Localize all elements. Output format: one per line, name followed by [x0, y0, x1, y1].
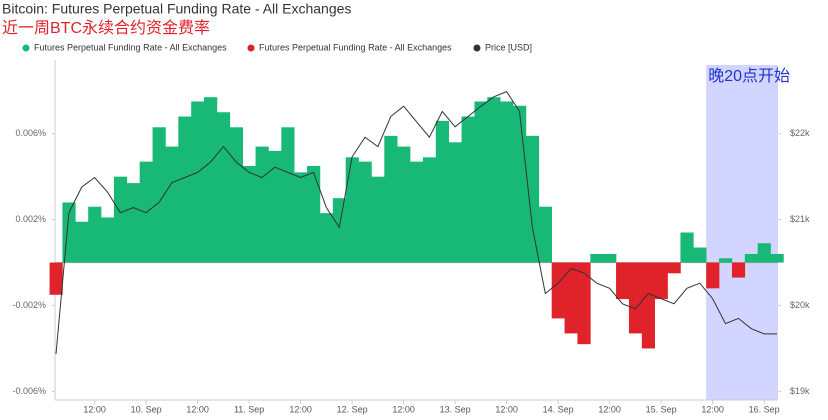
bar	[564, 262, 578, 334]
legend-marker	[247, 44, 255, 52]
annotation: 晚20点开始	[708, 67, 790, 85]
bar	[422, 157, 437, 263]
chart-subtitle: 近一周BTC永续合约资金费率	[2, 19, 210, 37]
legend-marker	[473, 44, 481, 52]
bar	[744, 253, 758, 263]
y-tick-label: 0.006%	[15, 128, 46, 138]
bar	[680, 232, 694, 263]
bar	[706, 262, 720, 289]
bar	[113, 176, 128, 263]
x-tick-label: 15. Sep	[646, 404, 677, 414]
bar	[152, 127, 166, 263]
bar	[204, 97, 218, 263]
bar	[191, 101, 205, 263]
bar	[268, 150, 282, 263]
bar	[667, 262, 681, 274]
bar	[294, 172, 308, 263]
legend-label: Futures Perpetual Funding Rate - All Exc…	[34, 42, 227, 52]
bar	[538, 206, 552, 263]
bar	[88, 206, 102, 263]
x-tick-label: 12:00	[289, 404, 312, 414]
y2-tick-label: $22k	[790, 128, 810, 138]
x-tick-label: 12. Sep	[337, 404, 368, 414]
bar	[371, 176, 385, 263]
bar	[513, 105, 527, 263]
x-tick-label: 13. Sep	[440, 404, 471, 414]
legend-label: Price [USD]	[485, 42, 532, 52]
bar	[487, 97, 501, 263]
bar	[757, 243, 771, 263]
bar	[358, 161, 372, 263]
bar	[461, 116, 475, 263]
y2-tick-label: $19k	[790, 386, 810, 396]
bar	[165, 146, 179, 263]
bar	[319, 213, 334, 263]
bar	[435, 120, 449, 263]
bar	[603, 253, 617, 263]
bar	[474, 101, 488, 263]
bar	[49, 262, 63, 295]
bar	[731, 262, 746, 278]
bar	[101, 217, 115, 263]
bar	[307, 165, 321, 263]
bar	[654, 262, 668, 300]
bar	[525, 135, 540, 263]
bar	[500, 101, 514, 263]
price-line	[55, 90, 777, 355]
x-tick-label: 12:00	[83, 404, 106, 414]
bar	[590, 253, 604, 263]
bar	[628, 262, 643, 334]
bar	[255, 146, 269, 263]
x-tick-label: 14. Sep	[543, 404, 574, 414]
bar	[242, 165, 256, 263]
bar	[229, 127, 243, 263]
bar	[332, 198, 346, 263]
bar	[75, 221, 89, 263]
y2-tick-label: $21k	[790, 214, 810, 224]
bar	[770, 253, 784, 263]
x-tick-label: 12:00	[392, 404, 415, 414]
x-tick-label: 12:00	[598, 404, 621, 414]
bar	[577, 262, 591, 345]
bar	[719, 258, 733, 263]
bar	[216, 112, 231, 263]
legend-label: Futures Perpetual Funding Rate - All Exc…	[259, 42, 452, 52]
x-tick-label: 10. Sep	[131, 404, 162, 414]
x-tick-label: 12:00	[701, 404, 724, 414]
bar	[616, 262, 630, 300]
bar	[345, 157, 359, 263]
bar	[281, 127, 295, 263]
x-tick-label: 16. Sep	[749, 404, 780, 414]
bar	[448, 142, 462, 263]
x-tick-label: 11. Sep	[234, 404, 264, 414]
bar	[693, 247, 707, 263]
chart-title: Bitcoin: Futures Perpetual Funding Rate …	[2, 1, 351, 17]
y2-tick-label: $20k	[790, 300, 810, 310]
bar	[397, 146, 411, 263]
bar	[551, 262, 565, 319]
y-tick-label: -0.006%	[12, 386, 46, 396]
y-tick-label: 0.002%	[15, 214, 46, 224]
bar	[126, 183, 140, 263]
x-tick-label: 12:00	[495, 404, 518, 414]
bar	[410, 161, 424, 263]
x-tick-label: 12:00	[186, 404, 209, 414]
bar	[384, 135, 398, 263]
bar	[641, 262, 655, 349]
legend-marker	[22, 44, 30, 52]
bar	[178, 116, 192, 263]
y-tick-label: -0.002%	[12, 300, 46, 310]
highlight-region	[706, 65, 778, 400]
